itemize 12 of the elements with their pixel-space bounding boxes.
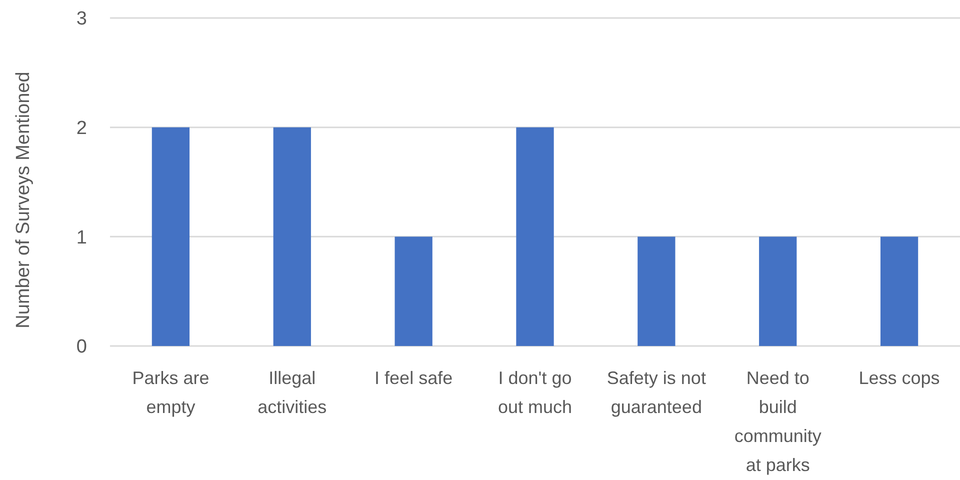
y-axis-title: Number of Surveys Mentioned [13, 72, 34, 328]
x-tick-label: Less cops [858, 368, 940, 388]
y-tick-label: 1 [76, 227, 87, 248]
x-tick-label: Safety is not guaranteed [606, 368, 706, 417]
y-tick-label: 0 [76, 336, 87, 358]
x-tick-label: Illegal activities [258, 368, 327, 417]
x-tick-label: Parks are empty [132, 368, 210, 417]
x-tick-label: I feel safe [374, 368, 453, 388]
y-tick-label: 3 [76, 8, 87, 30]
y-tick-label: 2 [76, 118, 87, 139]
x-tick-label: Need to build community at parks [734, 368, 822, 475]
x-tick-label: I don't go out much [498, 368, 572, 417]
